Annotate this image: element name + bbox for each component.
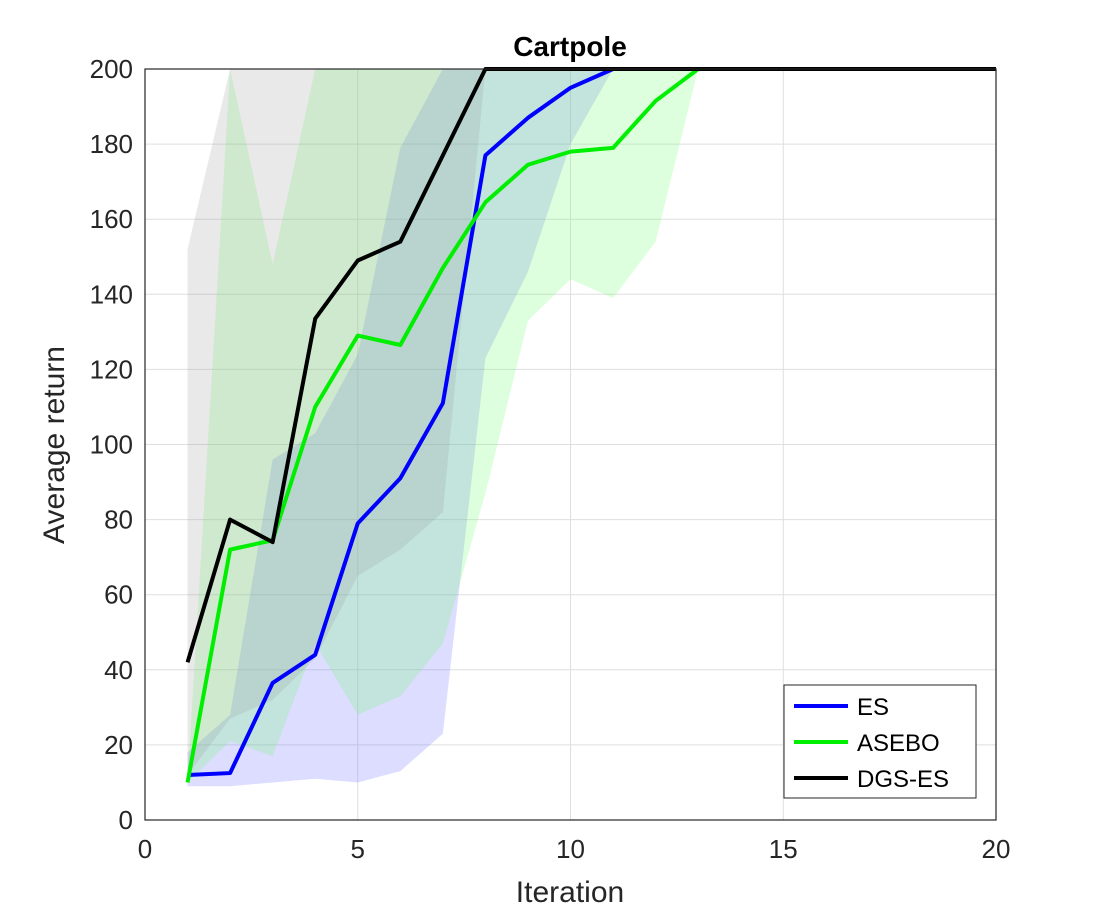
- y-tick-label: 180: [90, 129, 133, 159]
- y-tick-label: 20: [104, 730, 133, 760]
- y-axis-label: Average return: [38, 346, 71, 544]
- y-tick-label: 140: [90, 279, 133, 309]
- chart-title: Cartpole: [513, 31, 627, 62]
- y-tick-label: 80: [104, 505, 133, 535]
- axes-frame: [144, 68, 997, 821]
- x-tick-labels: 0 5 10 15 20: [138, 834, 1011, 864]
- x-axis-label: Iteration: [516, 876, 624, 909]
- y-tick-label: 120: [90, 354, 133, 384]
- x-tick-label: 10: [556, 834, 585, 864]
- legend: ES ASEBO DGS-ES: [783, 684, 977, 799]
- x-tick-label: 5: [351, 834, 365, 864]
- x-tick-label: 15: [769, 834, 798, 864]
- y-tick-label: 200: [90, 54, 133, 84]
- x-tick-label: 0: [138, 834, 152, 864]
- y-tick-label: 60: [104, 580, 133, 610]
- y-tick-labels: 0 20 40 60 80 100 120 140 160 180 200: [90, 54, 133, 835]
- y-tick-label: 100: [90, 430, 133, 460]
- y-tick-label: 160: [90, 204, 133, 234]
- legend-label: ASEBO: [857, 730, 940, 757]
- x-tick-label: 20: [982, 834, 1011, 864]
- legend-label: ES: [857, 694, 889, 721]
- y-tick-label: 0: [119, 805, 133, 835]
- legend-label: DGS-ES: [857, 766, 949, 793]
- y-tick-label: 40: [104, 655, 133, 685]
